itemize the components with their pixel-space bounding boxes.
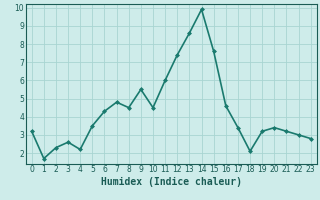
X-axis label: Humidex (Indice chaleur): Humidex (Indice chaleur) [101, 177, 242, 187]
